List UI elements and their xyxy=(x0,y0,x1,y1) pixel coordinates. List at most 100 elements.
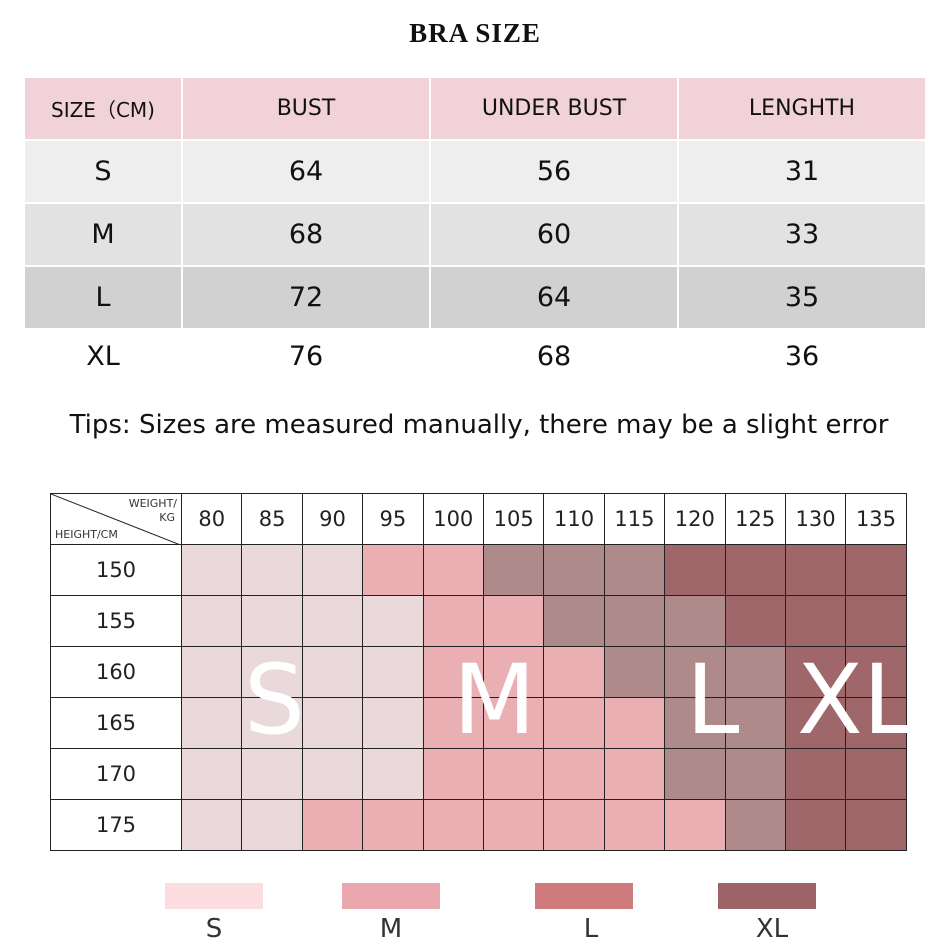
size-table-header-cell: UNDER BUST xyxy=(430,78,679,140)
grid-row: 160 xyxy=(50,646,907,698)
grid-size-cell-m xyxy=(482,799,545,851)
grid-size-cell-l xyxy=(664,646,726,698)
grid-size-cell-l xyxy=(724,748,786,800)
grid-height-header: 155 xyxy=(50,595,182,647)
grid-weight-header: 85 xyxy=(241,493,303,545)
size-table-header-cell: BUST xyxy=(182,78,431,140)
legend-label-m: M xyxy=(379,914,403,944)
grid-size-cell-xl xyxy=(845,544,907,596)
grid-size-cell-m xyxy=(422,646,484,698)
grid-size-cell-xl xyxy=(845,646,907,698)
tips-note: Tips: Sizes are measured manually, there… xyxy=(69,410,889,440)
grid-size-cell-s xyxy=(301,646,364,698)
legend-swatch-m xyxy=(342,883,440,909)
grid-size-cell-s xyxy=(241,544,303,596)
grid-size-cell-xl xyxy=(724,595,786,647)
grid-size-cell-xl xyxy=(784,595,847,647)
grid-size-cell-s xyxy=(301,595,364,647)
grid-size-cell-l xyxy=(543,544,605,596)
grid-size-cell-m xyxy=(422,544,484,596)
grid-row: 175 xyxy=(50,799,907,851)
grid-height-header: 175 xyxy=(50,799,182,851)
grid-size-cell-s xyxy=(301,697,364,749)
size-table-cell: 36 xyxy=(678,328,925,384)
size-table-header-cell: SIZE（CM) xyxy=(25,78,183,140)
size-table-cell: 35 xyxy=(678,265,925,328)
bra-size-table: SIZE（CM) BUST UNDER BUST LENGHTH S 64 56… xyxy=(25,78,925,384)
grid-size-cell-l xyxy=(603,646,666,698)
grid-row: 165 xyxy=(50,697,907,749)
grid-weight-header-row: WEIGHT/KG HEIGHT/CM 80 85 90 95 100 105 110 115… xyxy=(50,493,907,545)
grid-size-cell-xl xyxy=(845,748,907,800)
corner-diagonal-line xyxy=(51,494,179,544)
legend-swatch-l xyxy=(535,883,633,909)
size-table-cell: 31 xyxy=(678,139,925,203)
grid-size-cell-m xyxy=(362,799,424,851)
grid-weight-header: 135 xyxy=(845,493,907,545)
grid-size-cell-m xyxy=(543,748,605,800)
grid-weight-header: 95 xyxy=(362,493,424,545)
grid-size-cell-l xyxy=(724,646,786,698)
grid-height-header: 165 xyxy=(50,697,182,749)
grid-size-cell-m xyxy=(543,646,605,698)
grid-size-cell-s xyxy=(241,748,303,800)
grid-size-cell-m xyxy=(543,799,605,851)
overlay-size-label-m: M xyxy=(453,644,536,756)
grid-weight-header: 80 xyxy=(180,493,243,545)
grid-size-cell-l xyxy=(482,544,545,596)
grid-size-cell-xl xyxy=(784,544,847,596)
grid-size-cell-m xyxy=(362,544,424,596)
grid-size-cell-s xyxy=(180,646,243,698)
size-table-cell: 68 xyxy=(182,202,431,266)
grid-row: 170 xyxy=(50,748,907,800)
legend-label-s: S xyxy=(205,914,223,944)
size-table-cell: 33 xyxy=(678,202,925,266)
grid-weight-header: 130 xyxy=(784,493,847,545)
grid-size-cell-m xyxy=(422,595,484,647)
size-table-cell: S xyxy=(25,139,183,203)
grid-size-cell-l xyxy=(664,697,726,749)
grid-size-cell-s xyxy=(241,799,303,851)
grid-size-cell-xl xyxy=(845,697,907,749)
corner-height-label: HEIGHT/CM xyxy=(55,528,118,541)
grid-weight-header: 100 xyxy=(422,493,484,545)
grid-size-cell-m xyxy=(603,748,666,800)
overlay-size-label-l: L xyxy=(686,644,740,756)
grid-size-cell-l xyxy=(724,799,786,851)
grid-height-header: 160 xyxy=(50,646,182,698)
grid-height-header: 170 xyxy=(50,748,182,800)
weight-height-size-grid: WEIGHT/KG HEIGHT/CM 80 85 90 95 100 105 110 115… xyxy=(50,493,907,851)
grid-size-cell-s xyxy=(362,595,424,647)
grid-size-cell-m xyxy=(482,595,545,647)
size-table-cell: 64 xyxy=(430,265,679,328)
grid-size-cell-m xyxy=(301,799,364,851)
grid-size-cell-s xyxy=(241,697,303,749)
size-table-row: L 72 64 35 xyxy=(25,265,925,328)
grid-weight-header: 120 xyxy=(664,493,726,545)
grid-size-cell-l xyxy=(603,595,666,647)
grid-row: 155 xyxy=(50,595,907,647)
size-table-row: S 64 56 31 xyxy=(25,139,925,203)
size-table-row: XL 76 68 36 xyxy=(25,328,925,384)
overlay-size-label-s: S xyxy=(244,644,305,756)
size-table-header-cell: LENGHTH xyxy=(678,78,925,140)
grid-size-cell-s xyxy=(362,646,424,698)
grid-size-cell-xl xyxy=(724,544,786,596)
overlay-size-label-xl: XL xyxy=(797,644,917,756)
grid-size-cell-xl xyxy=(784,799,847,851)
grid-size-cell-s xyxy=(180,748,243,800)
size-table-row: M 68 60 33 xyxy=(25,202,925,266)
grid-size-cell-l xyxy=(664,748,726,800)
grid-weight-header: 105 xyxy=(482,493,545,545)
grid-weight-header: 125 xyxy=(724,493,786,545)
grid-size-cell-l xyxy=(603,544,666,596)
grid-size-cell-m xyxy=(422,799,484,851)
grid-size-cell-m xyxy=(482,748,545,800)
grid-size-cell-xl xyxy=(784,748,847,800)
grid-weight-header: 110 xyxy=(543,493,605,545)
grid-size-cell-s xyxy=(180,799,243,851)
legend-label-l: L xyxy=(583,914,599,944)
grid-size-cell-xl xyxy=(784,697,847,749)
size-table-cell: L xyxy=(25,265,183,328)
grid-weight-header: 115 xyxy=(603,493,666,545)
